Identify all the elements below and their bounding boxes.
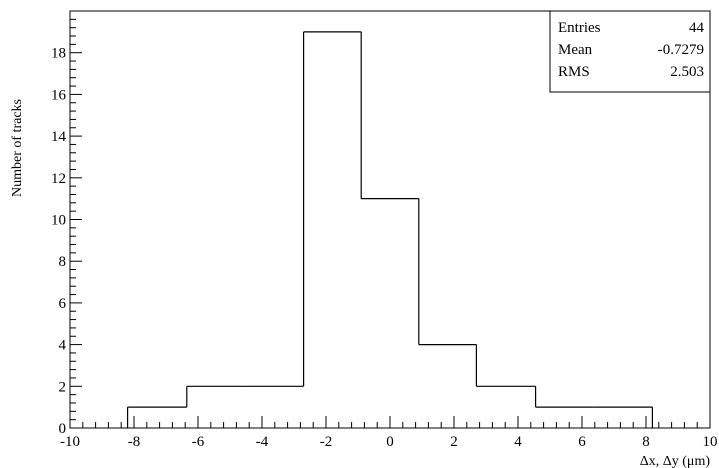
y-tick-label: 4	[59, 338, 67, 354]
x-tick-label: 0	[386, 434, 394, 450]
y-tick-label: 18	[51, 46, 66, 62]
y-tick-label: 6	[59, 296, 67, 312]
stats-box-frame	[549, 10, 711, 93]
stats-value: 44	[689, 20, 705, 36]
x-tick-label: 4	[514, 434, 522, 450]
y-tick-label: 10	[51, 213, 66, 229]
x-tick-label: 2	[450, 434, 458, 450]
stats-label: Mean	[558, 42, 593, 58]
y-axis: 0 2 4 6 8 10 12 14 16 18	[51, 10, 82, 437]
x-tick-label: 10	[703, 434, 718, 450]
y-tick-label: 12	[51, 171, 66, 187]
x-axis-title: Δx, Δy (μm)	[640, 454, 711, 468]
x-tick-label: -8	[128, 434, 141, 450]
histogram	[126, 31, 654, 428]
x-tick-label: -2	[320, 434, 333, 450]
x-tick-label: -4	[256, 434, 269, 450]
x-axis: -10 -8 -6 -4 -2 0 2 4 6 8 10	[60, 416, 718, 450]
x-tick-label: -6	[192, 434, 205, 450]
stats-label: Entries	[558, 20, 601, 36]
x-tick-label: 8	[642, 434, 650, 450]
y-tick-label: 2	[59, 379, 67, 395]
axis-titles: Δx, Δy (μm) Number of tracks	[10, 99, 710, 468]
stats-value: -0.7279	[658, 42, 704, 58]
y-axis-title: Number of tracks	[10, 99, 25, 197]
stats-value: 2.503	[670, 64, 704, 80]
y-tick-label: 8	[59, 254, 67, 270]
x-tick-label: 6	[578, 434, 586, 450]
stats-label: RMS	[558, 64, 590, 80]
stats-box: Entries 44 Mean -0.7279 RMS 2.503	[549, 10, 711, 93]
y-tick-label: 16	[51, 87, 67, 103]
y-tick-label: 0	[59, 421, 67, 437]
x-tick-label: -10	[60, 434, 80, 450]
y-tick-label: 14	[51, 129, 67, 145]
